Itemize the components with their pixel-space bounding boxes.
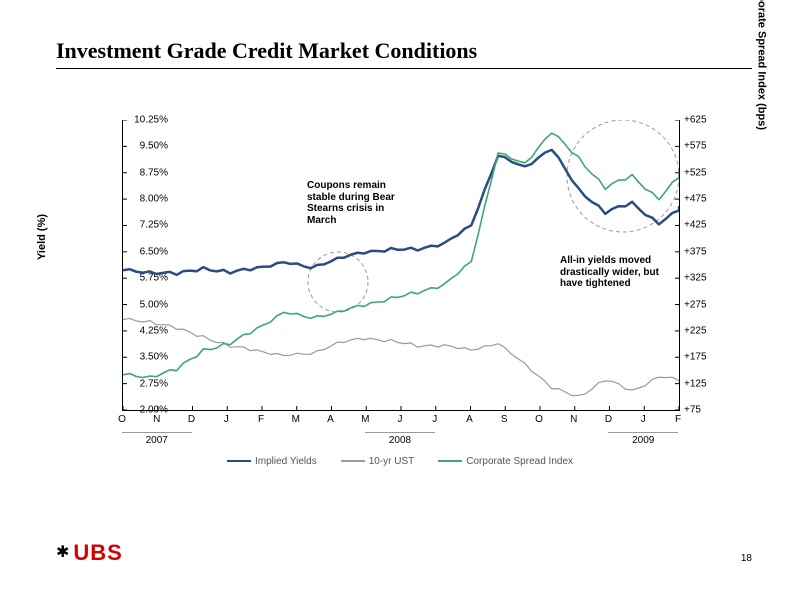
y2-tick: +175 (684, 352, 724, 363)
x-tick: O (112, 414, 132, 425)
y2-axis-label: Corporate Spread Index (bps) (756, 0, 768, 130)
credit-conditions-chart: Yield (%) Corporate Spread Index (bps) 1… (70, 110, 730, 480)
x-tick: M (355, 414, 375, 425)
y2-tick: +425 (684, 220, 724, 231)
legend-item: Corporate Spread Index (438, 456, 573, 467)
series-10-yr-ust (123, 318, 679, 395)
x-tick: J (216, 414, 236, 425)
x-tick: N (564, 414, 584, 425)
page-title: Investment Grade Credit Market Condition… (56, 38, 752, 69)
ubs-logo-text: UBS (73, 540, 122, 566)
x-tick: J (390, 414, 410, 425)
x-tick: S (494, 414, 514, 425)
year-label: 2007 (122, 432, 192, 446)
x-tick: F (251, 414, 271, 425)
x-tick: J (633, 414, 653, 425)
y2-tick: +375 (684, 246, 724, 257)
y2-tick: +475 (684, 194, 724, 205)
legend-item: 10-yr UST (341, 456, 415, 467)
y2-tick: +525 (684, 167, 724, 178)
ubs-keys-icon: ✱ (56, 545, 67, 561)
x-tick: A (460, 414, 480, 425)
x-tick: A (321, 414, 341, 425)
x-tick: F (668, 414, 688, 425)
y2-tick: +325 (684, 273, 724, 284)
annotation-yields-wider: All-in yields moveddrastically wider, bu… (560, 255, 659, 290)
y2-tick: +125 (684, 378, 724, 389)
x-tick: M (286, 414, 306, 425)
x-tick: D (182, 414, 202, 425)
legend-item: Implied Yields (227, 456, 317, 467)
y1-axis-label: Yield (%) (36, 214, 48, 260)
x-tick: O (529, 414, 549, 425)
x-tick: J (425, 414, 445, 425)
annotation-bear-stearns: Coupons remainstable during BearStearns … (307, 180, 395, 226)
year-label: 2008 (365, 432, 435, 446)
x-tick: D (599, 414, 619, 425)
ubs-logo: ✱ UBS (56, 540, 123, 566)
chart-legend: Implied Yields 10-yr UST Corporate Spread … (122, 456, 678, 467)
y2-tick: +75 (684, 405, 724, 416)
y2-tick: +575 (684, 141, 724, 152)
y2-tick: +625 (684, 115, 724, 126)
page-number: 18 (741, 553, 752, 564)
y2-tick: +225 (684, 325, 724, 336)
year-label: 2009 (608, 432, 678, 446)
y2-tick: +275 (684, 299, 724, 310)
x-tick: N (147, 414, 167, 425)
